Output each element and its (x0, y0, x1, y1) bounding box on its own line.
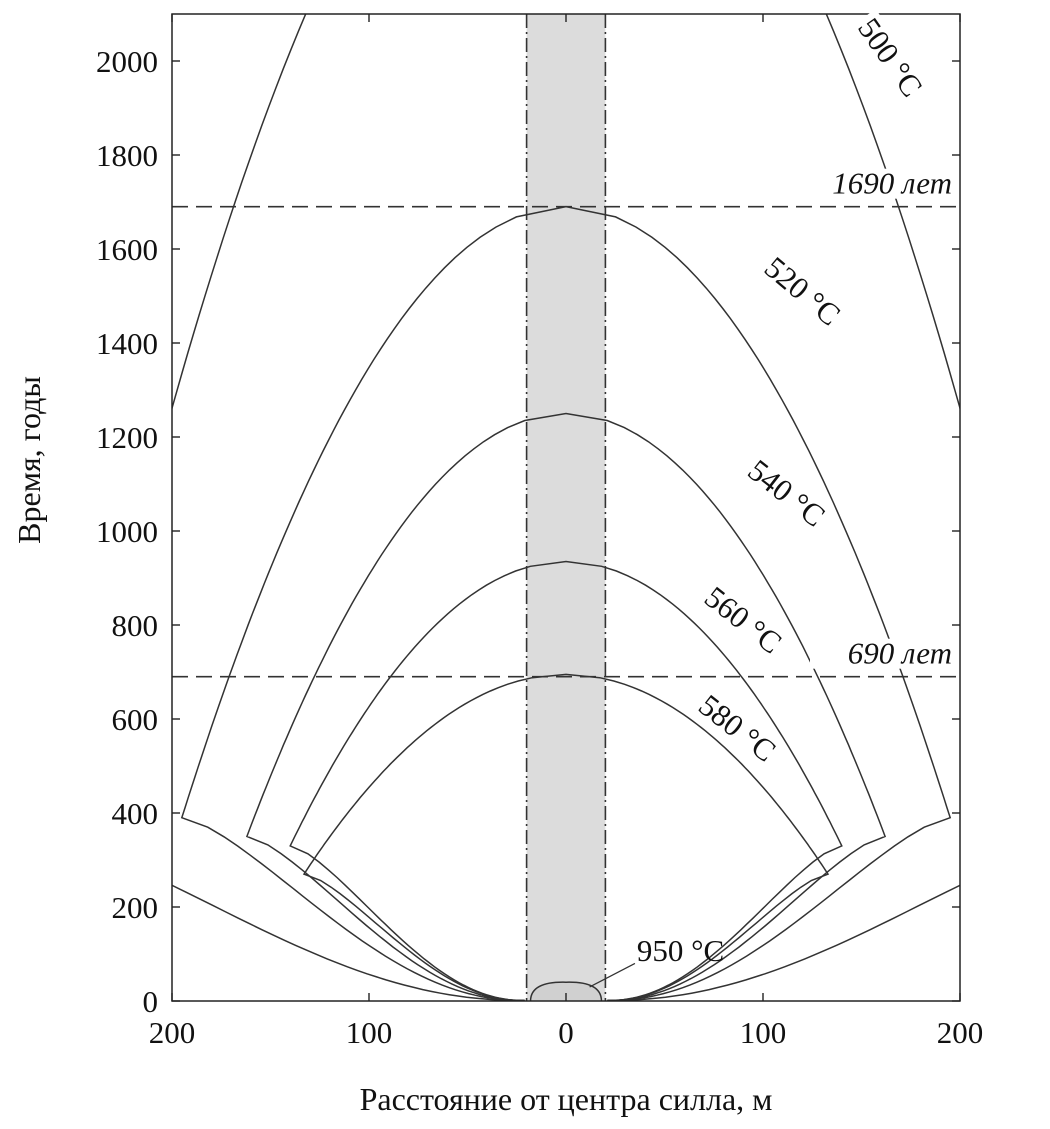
x-tick-label: 0 (558, 1015, 574, 1050)
y-tick-label: 200 (112, 890, 159, 925)
contour-line-500 (172, 14, 960, 1001)
contour-label-group-540: 540 °C (738, 451, 835, 536)
x-tick-label: 100 (740, 1015, 787, 1050)
y-tick-label: 1800 (96, 138, 158, 173)
contour-label-540: 540 °C (742, 452, 832, 533)
plot-area: 500 °C 520 °C 540 °C 560 °C 580 °C 950 °C 1690… (171, 9, 961, 1002)
y-tick-label: 0 (143, 984, 159, 1019)
contour-label-500: 500 °C (851, 11, 930, 103)
contour-label-group-500: 500 °C (849, 9, 931, 107)
contour-label-520: 520 °C (758, 250, 847, 333)
y-tick-label: 400 (112, 796, 159, 831)
contour-label-leader-950 (589, 962, 636, 988)
contour-line-580 (302, 673, 830, 1001)
x-tick-label: 200 (149, 1015, 196, 1050)
plot-clip-group (172, 14, 960, 1001)
axis-ticks: 200 100 0 100 200020040060080010001200140016… (96, 14, 983, 1050)
x-tick-label: 200 (937, 1015, 984, 1050)
contour-line-560 (289, 560, 843, 1001)
y-tick-label: 2000 (96, 44, 158, 79)
y-tick-label: 800 (112, 608, 159, 643)
y-tick-label: 600 (112, 702, 159, 737)
contour-label-group-580: 580 °C (689, 686, 785, 771)
y-tick-label: 1200 (96, 420, 158, 455)
reference-label-690: 690 лет (848, 636, 952, 671)
contour-line-950 (529, 981, 603, 1001)
contour-label-580: 580 °C (692, 687, 782, 768)
contour-label-group-520: 520 °C (755, 248, 850, 335)
y-tick-label: 1400 (96, 326, 158, 361)
y-tick-label: 1000 (96, 514, 158, 549)
contour-label-group-560: 560 °C (695, 578, 791, 663)
x-tick-label: 100 (346, 1015, 393, 1050)
sill-band (526, 14, 606, 1001)
reference-label-1690: 1690 лет (832, 166, 952, 201)
contour-label-950: 950 °C (637, 933, 724, 968)
x-axis-title: Расстояние от центра силла, м (360, 1081, 773, 1117)
y-tick-label: 1600 (96, 232, 158, 267)
contour-line-540 (245, 412, 887, 1001)
contour-label-560: 560 °C (698, 579, 788, 660)
y-axis-title: Время, годы (11, 376, 47, 544)
